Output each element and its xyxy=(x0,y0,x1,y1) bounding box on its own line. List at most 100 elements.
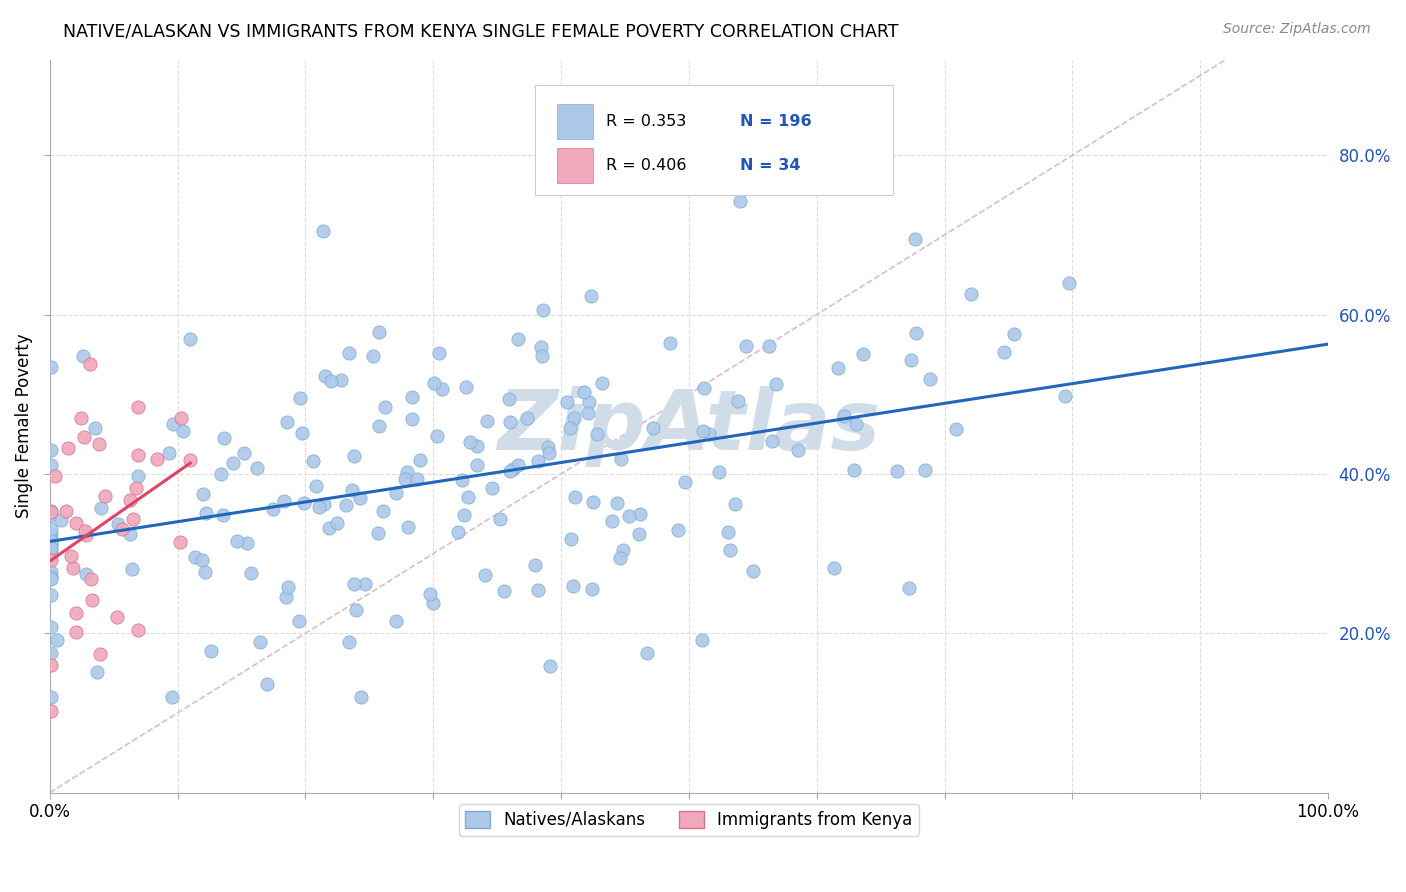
Point xyxy=(301,453,323,467)
Point xyxy=(591,376,613,391)
Point xyxy=(93,489,115,503)
Point xyxy=(371,504,394,518)
Point xyxy=(709,465,731,479)
Point xyxy=(761,434,783,448)
Point xyxy=(666,523,689,537)
Point xyxy=(39,505,62,519)
Point xyxy=(308,500,330,515)
Point xyxy=(62,561,84,575)
Bar xyxy=(557,147,593,183)
Point xyxy=(39,504,62,518)
Point xyxy=(673,475,696,489)
Point xyxy=(75,528,97,542)
Point xyxy=(55,504,77,518)
Point xyxy=(39,548,62,562)
Point xyxy=(477,414,499,428)
Point xyxy=(717,524,740,539)
Point xyxy=(118,493,141,508)
Point xyxy=(75,567,97,582)
FancyBboxPatch shape xyxy=(536,86,893,195)
Point xyxy=(852,347,875,361)
Point xyxy=(558,421,581,435)
Point xyxy=(834,409,856,423)
Point xyxy=(636,646,658,660)
Point xyxy=(73,524,96,538)
Point xyxy=(524,558,547,573)
Point xyxy=(211,467,233,481)
Point xyxy=(457,490,479,504)
Point xyxy=(454,380,477,394)
Point xyxy=(627,527,650,541)
Point xyxy=(537,446,560,460)
Point xyxy=(692,424,714,438)
Point xyxy=(214,431,236,445)
Point xyxy=(606,496,628,510)
Point xyxy=(179,453,201,467)
Point xyxy=(697,427,720,442)
Point xyxy=(385,486,408,500)
Text: ZipAtlas: ZipAtlas xyxy=(498,385,880,467)
Point xyxy=(506,458,529,473)
Point xyxy=(499,415,522,429)
Text: N = 196: N = 196 xyxy=(740,113,811,128)
Point xyxy=(39,443,62,458)
Point xyxy=(44,468,66,483)
Point xyxy=(641,421,664,435)
Point xyxy=(458,435,481,450)
Point xyxy=(39,646,62,660)
Point xyxy=(758,339,780,353)
Point xyxy=(530,349,553,363)
Point xyxy=(560,532,582,546)
Point xyxy=(39,572,62,586)
Point xyxy=(277,580,299,594)
Point xyxy=(118,526,141,541)
Point xyxy=(897,581,920,595)
Point xyxy=(368,419,391,434)
Point xyxy=(305,479,328,493)
Point xyxy=(291,425,314,440)
Point xyxy=(494,583,516,598)
Point xyxy=(200,644,222,658)
Point xyxy=(432,382,454,396)
Y-axis label: Single Female Poverty: Single Female Poverty xyxy=(15,334,32,518)
Point xyxy=(724,497,747,511)
Point xyxy=(612,542,634,557)
Point xyxy=(401,412,423,426)
Point xyxy=(125,481,148,495)
Point xyxy=(312,224,335,238)
Point xyxy=(905,326,928,340)
Point xyxy=(39,541,62,555)
Point xyxy=(262,501,284,516)
Point xyxy=(127,623,149,637)
Point xyxy=(276,415,298,429)
Point xyxy=(326,516,349,530)
Point xyxy=(576,406,599,420)
Point xyxy=(690,632,713,647)
Point xyxy=(39,508,62,522)
Point xyxy=(239,566,262,581)
Point xyxy=(343,449,366,463)
Point xyxy=(344,603,367,617)
Point xyxy=(845,417,868,432)
Point xyxy=(39,360,62,375)
Point xyxy=(122,511,145,525)
Point xyxy=(337,635,360,649)
Point xyxy=(39,458,62,473)
Point xyxy=(993,345,1015,359)
Point xyxy=(232,445,254,459)
Point xyxy=(900,353,922,368)
Point xyxy=(564,490,586,504)
Point xyxy=(945,422,967,436)
Point xyxy=(914,463,936,477)
Point xyxy=(886,464,908,478)
Point xyxy=(572,384,595,399)
Text: N = 34: N = 34 xyxy=(740,158,800,173)
Point xyxy=(337,346,360,360)
Point xyxy=(1002,326,1025,341)
Point xyxy=(367,325,389,339)
Point xyxy=(827,361,849,376)
Point xyxy=(65,516,87,531)
Point xyxy=(169,535,191,549)
Point xyxy=(46,632,69,647)
Point xyxy=(194,565,217,579)
